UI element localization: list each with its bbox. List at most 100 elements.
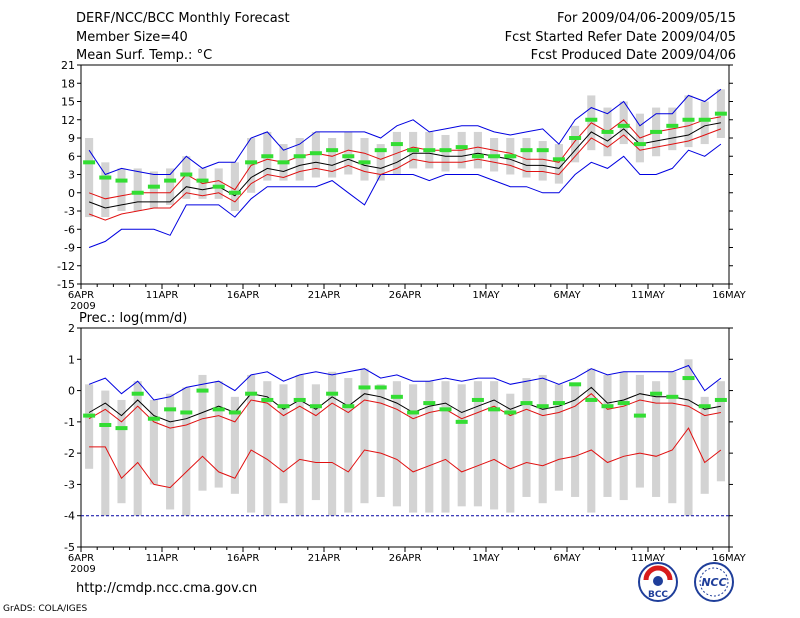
prec-ensemble-box xyxy=(506,393,515,513)
prec-ytick-label: 1 xyxy=(68,353,75,366)
temp-ytick-label: 18 xyxy=(61,77,75,90)
prec-ensemble-box xyxy=(85,384,94,469)
ncc-logo-text: NCC xyxy=(701,576,726,589)
prec-plot-frame xyxy=(80,327,730,548)
temp-green-marker xyxy=(374,148,387,153)
prec-green-marker xyxy=(569,382,582,387)
temp-ensemble-box xyxy=(85,138,94,218)
temp-ensemble-box xyxy=(538,141,547,181)
temp-green-marker xyxy=(714,111,727,116)
temp-ensemble-box xyxy=(619,101,628,145)
temp-ytick-label: 3 xyxy=(68,169,75,182)
temp-ytick-label: -9 xyxy=(64,242,75,255)
source-url[interactable]: http://cmdp.ncc.cma.gov.cn xyxy=(76,581,258,596)
prec-green-marker xyxy=(423,401,436,406)
prec-ensemble-box xyxy=(490,381,499,510)
temp-ytick-label: 9 xyxy=(68,132,75,145)
temp-green-marker xyxy=(552,157,565,162)
prec-green-marker xyxy=(309,404,322,409)
temp-green-marker xyxy=(423,148,436,153)
temp-green-marker xyxy=(407,148,420,153)
prec-ensemble-box xyxy=(684,359,693,516)
prec-green-marker xyxy=(633,413,646,418)
temp-green-marker xyxy=(569,136,582,140)
temp-green-marker xyxy=(520,148,533,153)
prec-green-marker xyxy=(196,388,209,393)
prec-green-marker xyxy=(552,401,565,406)
temp-green-marker xyxy=(536,148,549,153)
prec-year-label: 2009 xyxy=(70,564,95,575)
prec-ensemble-box xyxy=(441,381,450,513)
ncc-logo: NCC xyxy=(694,562,734,602)
prec-green-marker xyxy=(326,391,339,396)
prec-green-marker xyxy=(358,385,371,390)
temp-ensemble-box xyxy=(376,144,385,181)
temp-ytick-label: -12 xyxy=(57,260,75,273)
prec-green-marker xyxy=(293,397,306,402)
prec-green-marker xyxy=(212,407,225,412)
temp-ytick-label: -3 xyxy=(64,205,75,218)
temp-green-marker xyxy=(293,154,306,159)
temp-ensemble-box xyxy=(295,138,304,181)
prec-ensemble-box xyxy=(214,381,223,488)
temp-green-marker xyxy=(617,123,630,128)
temp-min_blue-line xyxy=(88,143,722,248)
prec-green-marker xyxy=(164,407,177,412)
prec-xtick-label: 11APR xyxy=(146,553,179,564)
prec-ensemble-box xyxy=(716,381,725,482)
prec-green-marker xyxy=(228,410,241,415)
prec-green-marker xyxy=(131,391,144,396)
temp-ytick-label: -15 xyxy=(57,278,75,291)
temp-xtick-label: 16APR xyxy=(227,290,260,301)
temp-ytick-label: -6 xyxy=(64,223,75,236)
prec-xtick-label: 1MAY xyxy=(472,553,500,564)
prec-ensemble-box xyxy=(554,384,563,491)
prec-ensemble-box xyxy=(457,384,466,507)
prec-xtick-label: 26APR xyxy=(389,553,422,564)
prec-ensemble-box xyxy=(392,381,401,507)
prec-green-marker xyxy=(342,404,355,409)
prec-xtick-label: 6MAY xyxy=(553,553,581,564)
temp-green-marker xyxy=(439,148,452,153)
temp-xtick-label: 1MAY xyxy=(472,290,500,301)
temp-green-marker xyxy=(358,160,371,165)
temp-upper_red-line xyxy=(88,116,721,200)
temp-green-marker xyxy=(455,145,468,150)
temp-ytick-label: 0 xyxy=(68,187,75,200)
temp-green-marker xyxy=(650,129,663,134)
temp-green-marker xyxy=(277,160,290,165)
prec-green-marker xyxy=(180,410,193,415)
prec-green-marker xyxy=(666,394,679,399)
agency-logos: BCC NCC xyxy=(638,562,734,602)
prec-green-marker xyxy=(520,401,533,406)
prec-ensemble-box xyxy=(522,378,531,497)
temp-green-marker xyxy=(164,178,177,183)
prec-green-marker xyxy=(698,404,711,409)
fcst-produced-date: Fcst Produced Date 2009/04/06 xyxy=(530,48,736,63)
prec-lower_red-line xyxy=(89,427,722,489)
temp-green-marker xyxy=(196,178,209,183)
temp-ensemble-box xyxy=(230,162,239,211)
temp-green-marker xyxy=(471,154,484,159)
prec-green-marker xyxy=(115,426,128,431)
temp-green-marker xyxy=(228,190,241,195)
prec-ensemble-box xyxy=(311,384,320,501)
temp-ensemble-box xyxy=(166,168,175,205)
prec-xtick-label: 16MAY xyxy=(712,553,746,564)
temp-green-marker xyxy=(633,142,646,147)
prec-upper_red-line xyxy=(88,393,721,429)
chart-title: DERF/NCC/BCC Monthly Forecast xyxy=(76,11,290,26)
temp-ensemble-box xyxy=(133,168,142,211)
prec-ytick-label: -3 xyxy=(64,478,75,491)
temp-green-marker xyxy=(261,154,274,159)
prec-ensemble-box xyxy=(149,399,158,485)
prec-ensemble-box xyxy=(328,371,337,516)
prec-green-marker xyxy=(261,397,274,402)
temp-green-marker xyxy=(180,172,193,177)
temp-green-marker xyxy=(309,151,322,156)
prec-green-marker xyxy=(617,401,630,406)
temp-ytick-label: 15 xyxy=(61,96,75,109)
temp-green-marker xyxy=(390,142,403,147)
prec-ensemble-box xyxy=(619,371,628,501)
